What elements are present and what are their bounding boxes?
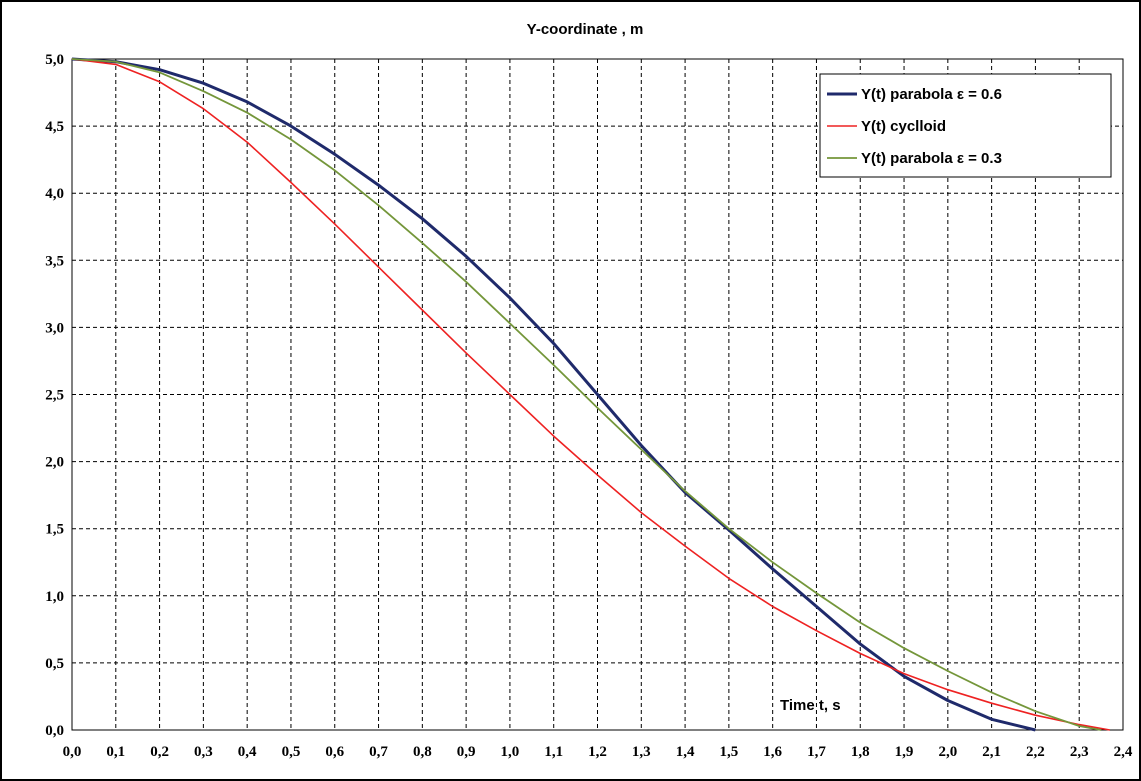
x-tick-label: 2,2	[1026, 744, 1045, 760]
x-tick-label: 1,6	[763, 744, 782, 760]
y-tick-label: 3,5	[45, 253, 64, 269]
series-group	[71, 57, 1111, 732]
y-tick-label: 0,0	[45, 723, 64, 739]
x-tick-label: 0,5	[282, 744, 301, 760]
x-tick-label: 0,1	[106, 744, 125, 760]
y-tick-label: 5,0	[45, 52, 64, 68]
x-tick-label: 1,1	[544, 744, 563, 760]
y-tick-label: 3,0	[45, 320, 64, 336]
x-tick-label: 1,4	[676, 744, 695, 760]
x-tick-label: 2,3	[1070, 744, 1089, 760]
x-tick-label: 2,1	[982, 744, 1001, 760]
x-tick-label: 0,7	[369, 744, 388, 760]
x-tick-label: 2,4	[1114, 744, 1133, 760]
x-tick-label: 1,9	[895, 744, 914, 760]
y-axis-ticks: 0,0 0,5 1,0 1,5 2,0 2,5 3,0 3,5 4,0 4,5 5,0	[45, 52, 64, 739]
plot-area	[71, 58, 1124, 731]
chart-title: Y-coordinate , m	[527, 21, 644, 38]
y-tick-label: 1,5	[45, 522, 64, 538]
legend-entry-label: Y(t) cyclloid	[861, 118, 946, 135]
x-tick-label: 0,4	[238, 744, 257, 760]
x-tick-label: 0,0	[63, 744, 82, 760]
x-axis-ticks: 0,0 0,1 0,2 0,3 0,4 0,5 0,6 0,7 0,8 0,9 1,0 1,1 1,2 1…	[63, 744, 1133, 760]
x-tick-label: 0,2	[150, 744, 169, 760]
y-tick-label: 4,0	[45, 186, 64, 202]
x-axis-label: Time t, s	[780, 697, 841, 714]
x-tick-label: 0,8	[413, 744, 432, 760]
legend-box	[819, 73, 1112, 178]
y-tick-label: 2,5	[45, 388, 64, 404]
y-tick-label: 2,0	[45, 455, 64, 471]
x-tick-label: 2,0	[938, 744, 957, 760]
x-tick-label: 1,8	[851, 744, 870, 760]
legend: Y(t) parabola ε = 0.6 Y(t) cyclloid Y(t) p…	[819, 73, 1112, 178]
x-tick-label: 0,3	[194, 744, 213, 760]
x-tick-label: 0,9	[457, 744, 476, 760]
legend-entry-label: Y(t) parabola ε = 0.3	[861, 150, 1002, 167]
series-line-2	[71, 58, 1111, 731]
x-tick-label: 0,6	[325, 744, 344, 760]
x-tick-label: 1,5	[720, 744, 739, 760]
y-tick-label: 4,5	[45, 119, 64, 135]
series-line-3	[71, 58, 1102, 731]
x-tick-label: 1,3	[632, 744, 651, 760]
y-tick-label: 0,5	[45, 656, 64, 672]
series-line-1	[71, 57, 1036, 732]
x-tick-label: 1,2	[588, 744, 607, 760]
legend-entry-label: Y(t) parabola ε = 0.6	[861, 86, 1002, 103]
x-tick-label: 1,7	[807, 744, 826, 760]
x-tick-label: 1,0	[501, 744, 520, 760]
y-tick-label: 1,0	[45, 589, 64, 605]
